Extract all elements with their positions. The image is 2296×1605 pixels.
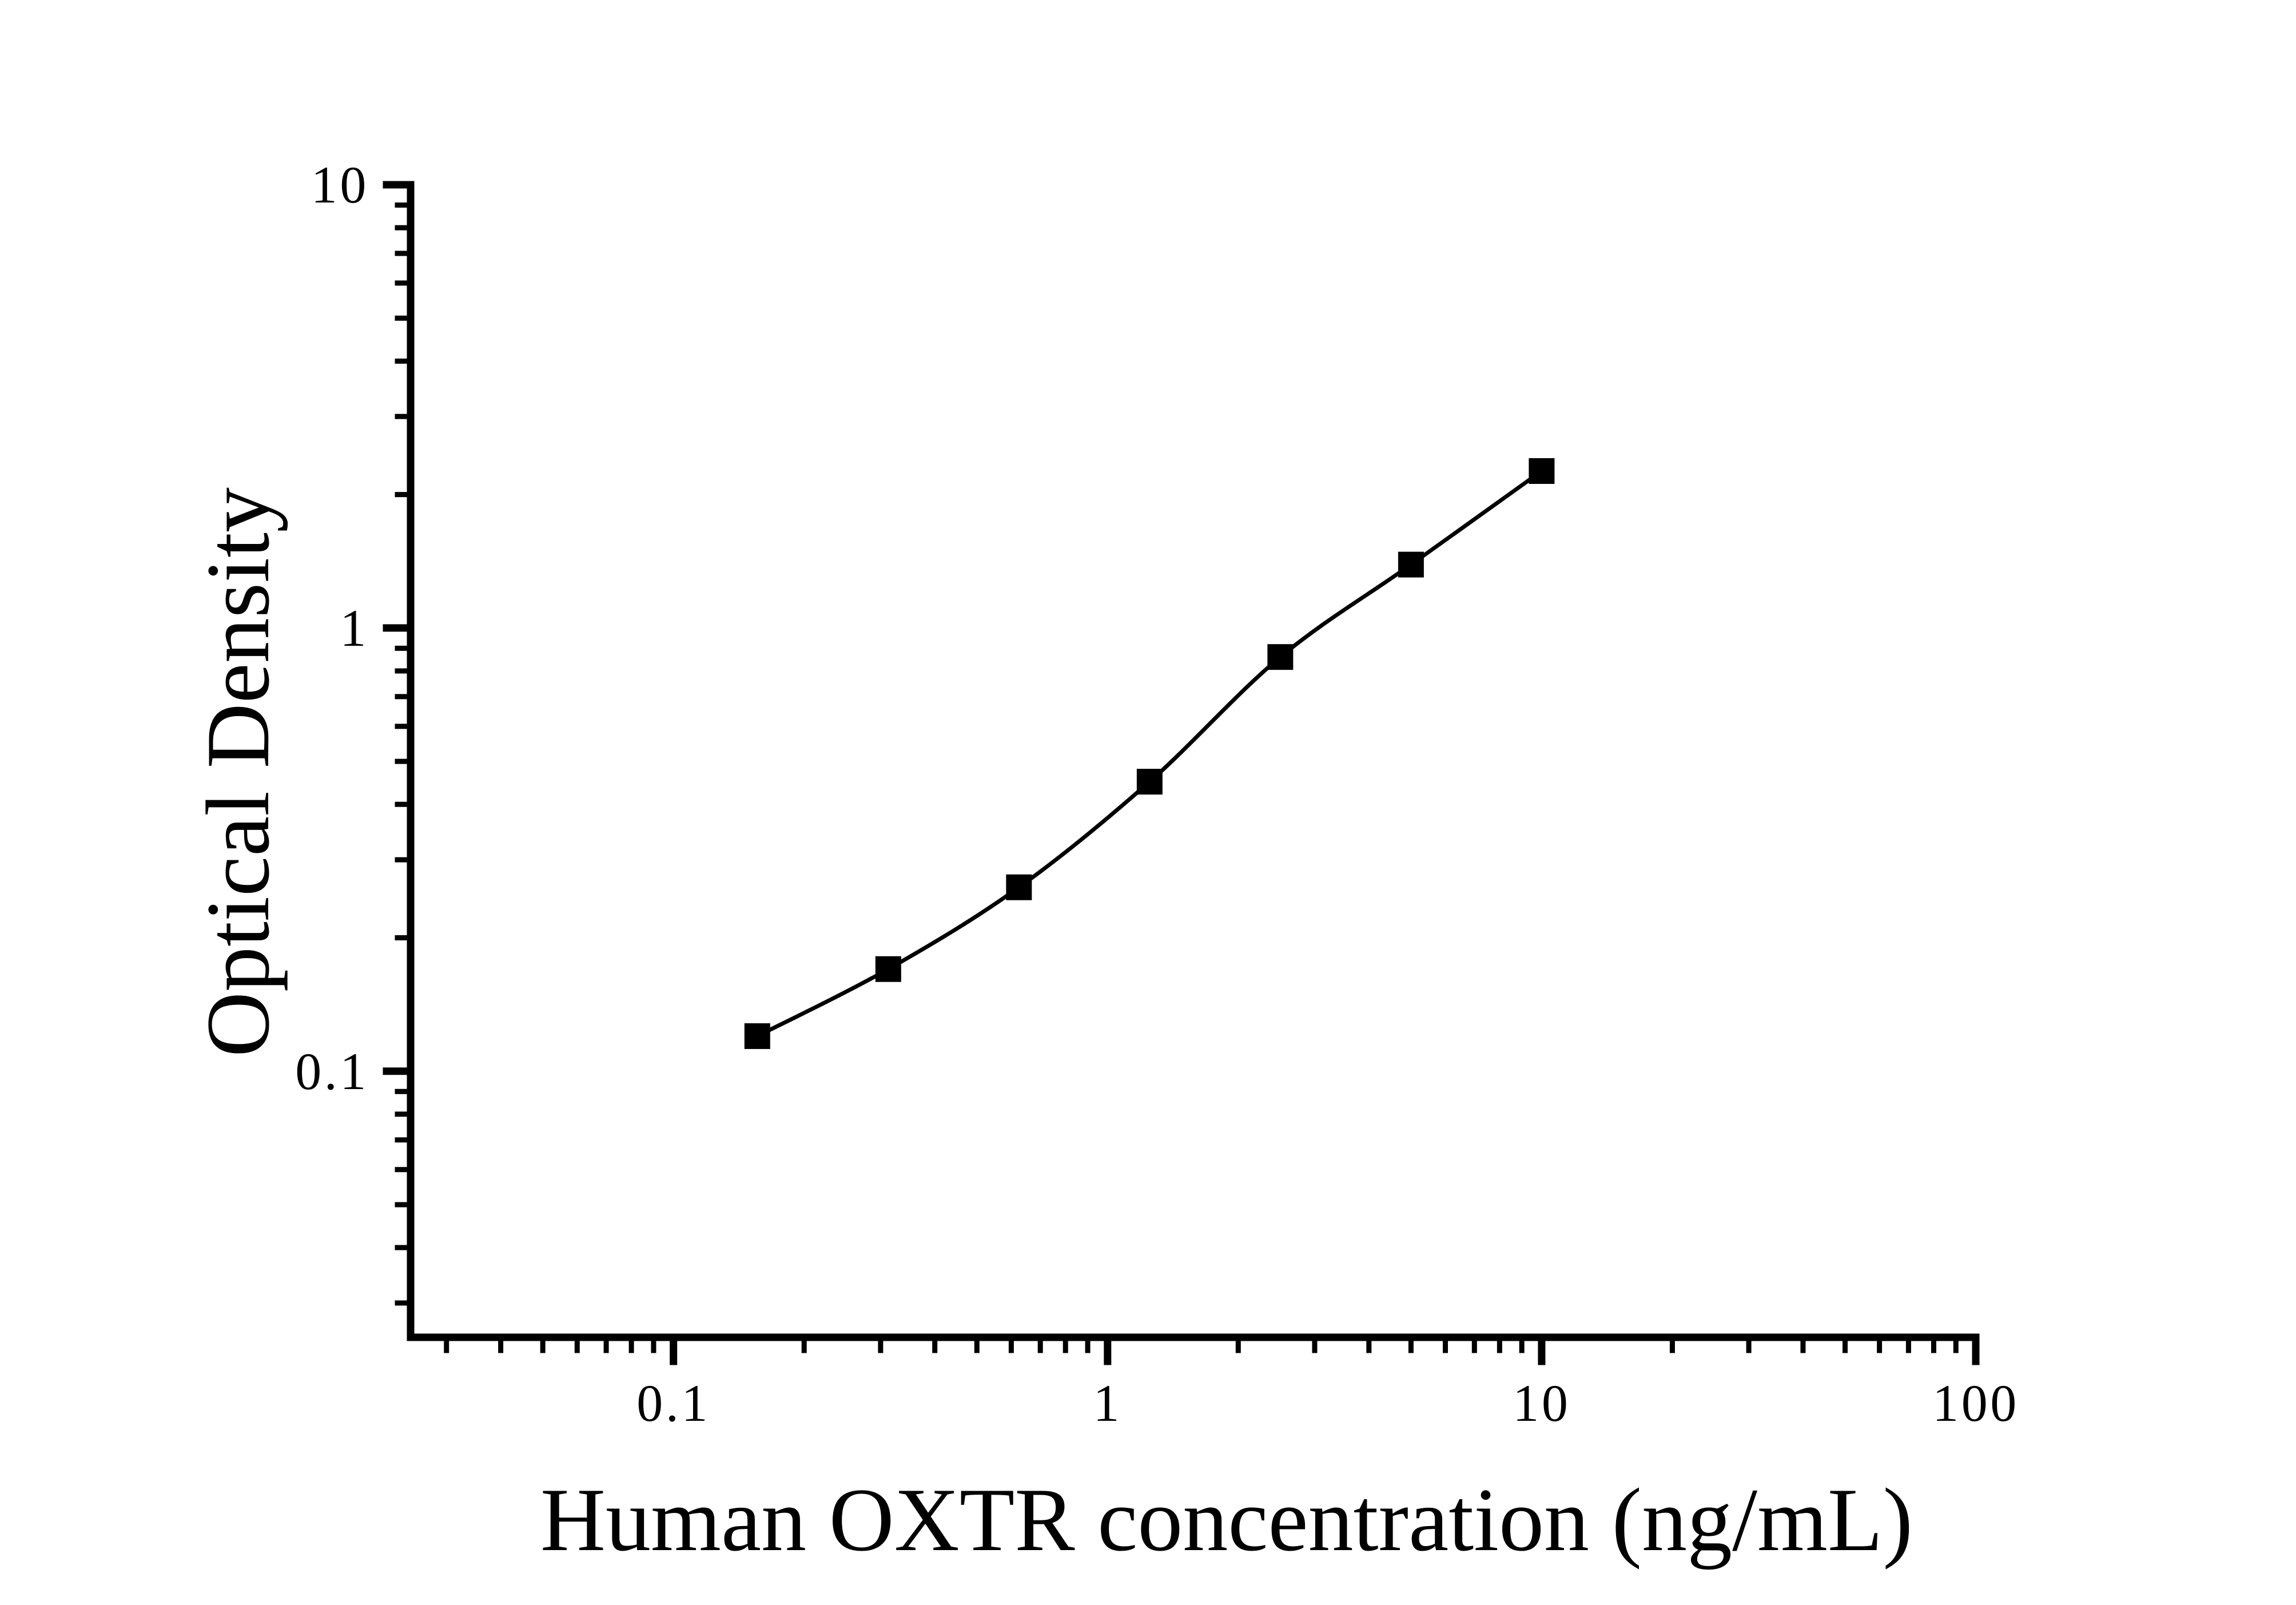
x-tick-label-1: 1 [1093,1374,1123,1432]
x-axis-title: Human OXTR concentration (ng/mL) [540,1470,1913,1570]
y-tick-label-1: 1 [340,598,369,657]
data-point-marker [1529,458,1555,484]
y-axis-title: Optical Density [188,487,288,1058]
data-point-marker [1398,551,1424,578]
data-point-marker [1136,769,1163,795]
standard-curve-line [756,469,1543,1038]
x-tick-label-100: 100 [1932,1374,2019,1432]
y-tick-label-10: 10 [311,156,369,214]
x-tick-label-0-1: 0.1 [636,1374,711,1432]
data-point-marker [1006,874,1032,900]
data-point-marker [875,956,901,982]
axis-lines [407,181,1980,1341]
data-point-marker [1267,644,1294,670]
data-point-marker [744,1023,770,1049]
x-tick-label-10: 10 [1513,1374,1571,1432]
y-tick-label-0-1: 0.1 [295,1042,369,1101]
